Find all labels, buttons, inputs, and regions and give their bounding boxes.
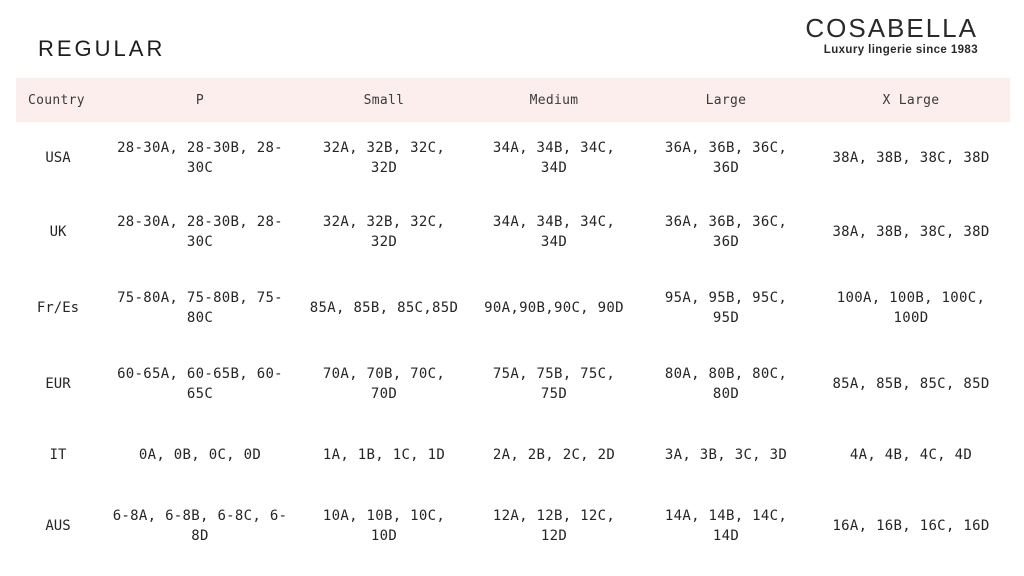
table-row: AUS 6-8A, 6-8B, 6-8C, 6- 8D 10A, 10B, 10C,…	[16, 489, 1010, 563]
size-cell: 85A, 85B, 85C,85D	[309, 300, 459, 316]
column-header: Country	[28, 92, 85, 108]
column-header: X Large	[882, 92, 940, 108]
country-cell: Fr/Es	[36, 300, 80, 316]
country-cell: USA	[45, 150, 71, 166]
size-cell: 80A, 80B, 80C, 80D	[664, 365, 788, 402]
country-cell: IT	[49, 447, 67, 463]
table-header-row: Country P Small Medium Large X Large	[16, 78, 1010, 122]
size-cell: 16A, 16B, 16C, 16D	[832, 518, 990, 534]
table-row: Fr/Es 75-80A, 75-80B, 75- 80C 85A, 85B, 85…	[16, 270, 1010, 346]
brand-logo: COSABELLA Luxury lingerie since 1983	[805, 14, 978, 56]
column-header: Large	[705, 92, 747, 108]
size-cell: 14A, 14B, 14C, 14D	[664, 508, 788, 544]
size-cell: 38A, 38B, 38C, 38D	[832, 150, 990, 166]
table-row: USA 28-30A, 28-30B, 28- 30C 32A, 32B, 32C,…	[16, 122, 1010, 194]
size-cell: 3A, 3B, 3C, 3D	[664, 447, 788, 463]
size-cell: 12A, 12B, 12C, 12D	[492, 508, 616, 544]
size-cell: 34A, 34B, 34C, 34D	[492, 140, 616, 176]
size-cell: 10A, 10B, 10C, 10D	[322, 508, 446, 544]
size-cell: 38A, 38B, 38C, 38D	[832, 224, 990, 240]
size-cell: 75-80A, 75-80B, 75- 80C	[117, 290, 283, 326]
size-cell: 100A, 100B, 100C, 100D	[836, 290, 986, 326]
country-cell: EUR	[45, 375, 71, 392]
column-header: P	[195, 92, 205, 108]
brand-name: COSABELLA	[805, 13, 978, 43]
size-cell: 75A, 75B, 75C, 75D	[492, 365, 616, 402]
size-cell: 32A, 32B, 32C, 32D	[322, 214, 446, 250]
size-cell: 36A, 36B, 36C, 36D	[664, 214, 788, 250]
size-cell: 28-30A, 28-30B, 28- 30C	[117, 140, 283, 176]
size-cell: 85A, 85B, 85C, 85D	[832, 375, 990, 392]
size-table: Country P Small Medium Large X Large USA 28-30…	[16, 78, 1010, 563]
size-cell: 6-8A, 6-8B, 6-8C, 6- 8D	[112, 508, 288, 544]
size-cell: 28-30A, 28-30B, 28- 30C	[117, 214, 283, 250]
table-row: UK 28-30A, 28-30B, 28- 30C 32A, 32B, 32C, …	[16, 194, 1010, 270]
size-cell: 95A, 95B, 95C, 95D	[664, 290, 788, 326]
size-cell: 36A, 36B, 36C, 36D	[664, 140, 788, 176]
size-cell: 32A, 32B, 32C, 32D	[322, 140, 446, 176]
size-cell: 4A, 4B, 4C, 4D	[849, 447, 973, 463]
table-row: EUR 60-65A, 60-65B, 60- 65C 70A, 70B, 70C,…	[16, 346, 1010, 421]
size-cell: 70A, 70B, 70C, 70D	[322, 365, 446, 402]
size-cell: 90A,90B,90C, 90D	[484, 300, 624, 316]
size-cell: 60-65A, 60-65B, 60- 65C	[117, 365, 283, 402]
country-cell: AUS	[45, 518, 71, 534]
size-cell: 1A, 1B, 1C, 1D	[322, 447, 446, 463]
size-cell: 34A, 34B, 34C, 34D	[492, 214, 616, 250]
size-table-body: USA 28-30A, 28-30B, 28- 30C 32A, 32B, 32C,…	[16, 122, 1010, 563]
column-header: Medium	[529, 92, 579, 108]
size-cell: 0A, 0B, 0C, 0D	[138, 447, 262, 463]
table-row: IT 0A, 0B, 0C, 0D 1A, 1B, 1C, 1D 2A, 2B, 2C…	[16, 421, 1010, 489]
page-title: REGULAR	[38, 36, 166, 61]
size-cell: 2A, 2B, 2C, 2D	[492, 447, 616, 463]
column-header: Small	[363, 92, 405, 108]
country-cell: UK	[49, 224, 67, 240]
brand-tagline: Luxury lingerie since 1983	[823, 43, 978, 56]
